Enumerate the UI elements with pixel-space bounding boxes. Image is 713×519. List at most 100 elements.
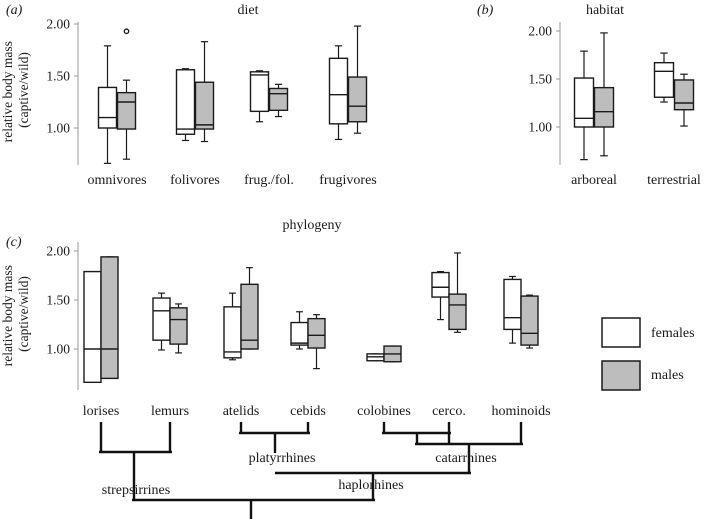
box-iqr	[223, 306, 242, 359]
box-iqr	[573, 77, 595, 128]
box-iqr	[673, 79, 695, 111]
habitat-ytick-label: 1.00	[528, 120, 552, 135]
female-box	[653, 52, 675, 103]
male-box	[100, 256, 119, 380]
habitat-category-label: terrestrial	[647, 173, 701, 188]
box-iqr	[328, 57, 349, 125]
phylogeny-ytick-label: 1.50	[46, 293, 70, 308]
diet-ylabel-line2: (captive/wild)	[16, 52, 31, 128]
box-iqr	[194, 81, 215, 130]
diet-boxes	[97, 25, 368, 164]
clade-label-platyrrhines: platyrrhines	[249, 451, 316, 466]
female-box	[503, 275, 522, 344]
male-box	[194, 41, 215, 143]
box-iqr	[116, 91, 137, 130]
habitat-category-label: arboreal	[571, 173, 617, 188]
tree-branch-catarrhines	[382, 422, 523, 473]
box-iqr	[307, 317, 326, 349]
phylogeny-category-label: lorises	[83, 404, 120, 419]
clade-label-strepsirrines: strepsirrines	[102, 483, 170, 498]
panel-diet: (a) diet relative body mass (captive/wil…	[0, 3, 377, 188]
box-iqr	[175, 69, 196, 135]
male-box	[116, 28, 137, 160]
phylogeny-ytick-label: 1.00	[46, 342, 70, 357]
diet-title: diet	[238, 3, 259, 18]
diet-y-ticks: 2.00 1.50 1.00	[46, 17, 78, 136]
phylogeny-category-label: atelids	[223, 404, 260, 419]
diet-ytick-label: 1.00	[46, 121, 70, 136]
male-box	[307, 314, 326, 370]
female-box	[290, 311, 309, 350]
female-box	[328, 45, 349, 141]
phylogeny-category-label: hominoids	[491, 404, 550, 419]
phylogeny-y-axis-label: relative body mass (captive/wild)	[0, 262, 31, 367]
box-iqr	[593, 86, 615, 128]
diet-ylabel-line1: relative body mass	[0, 41, 15, 142]
panel-phylogeny: (c) phylogeny relative body mass (captiv…	[0, 218, 551, 419]
box-iqr	[448, 293, 467, 331]
box-iqr	[290, 321, 309, 346]
phylogeny-ytick-label: 2.00	[46, 244, 70, 259]
phylogeny-ylabel-line2: (captive/wild)	[16, 276, 31, 352]
male-box	[448, 252, 467, 333]
phylogeny-boxes	[83, 252, 539, 384]
legend: females males	[601, 317, 695, 391]
legend-label-males: males	[651, 368, 684, 383]
panel-label-c: (c)	[6, 235, 22, 250]
box-iqr	[431, 271, 450, 298]
clade-label-haplorhines: haplorhines	[338, 478, 403, 493]
habitat-ytick-label: 2.00	[528, 24, 552, 39]
box-iqr	[520, 295, 539, 346]
legend-swatch-males	[601, 360, 641, 391]
panel-habitat: (b) habitat 2.00 1.50 1.00 arboreal terr…	[477, 3, 701, 188]
box-iqr	[152, 297, 171, 341]
female-box	[249, 70, 270, 123]
male-box	[268, 83, 289, 118]
box-iqr	[653, 61, 675, 98]
male-box	[169, 303, 188, 354]
box-iqr	[97, 86, 118, 129]
diet-ytick-label: 2.00	[46, 17, 70, 32]
diet-category-label: folivores	[170, 173, 220, 188]
phylogeny-category-label: cerco.	[432, 404, 466, 419]
box-iqr	[100, 256, 119, 380]
tree-branch-strepsirrines	[99, 422, 172, 454]
box-iqr	[83, 270, 102, 384]
box-iqr	[268, 87, 289, 112]
diet-ytick-label: 1.50	[46, 69, 70, 84]
phylogeny-ylabel-line1: relative body mass	[0, 265, 15, 366]
box-iqr	[169, 307, 188, 345]
box-iqr	[240, 283, 259, 350]
female-box	[366, 353, 385, 362]
diet-category-label: frug./fol.	[244, 173, 294, 188]
diet-category-label: omnivores	[87, 173, 146, 188]
male-box	[673, 73, 695, 127]
male-box	[240, 267, 259, 350]
diet-category-label: frugivores	[319, 173, 377, 188]
female-box	[97, 45, 118, 164]
female-box	[431, 270, 450, 321]
male-box	[347, 25, 368, 134]
box-iqr	[503, 278, 522, 331]
phylogeny-category-label: cebids	[290, 404, 326, 419]
phylogeny-title: phylogeny	[282, 218, 341, 233]
legend-swatch-females	[601, 317, 641, 348]
habitat-ytick-label: 1.50	[528, 72, 552, 87]
panel-label-a: (a)	[6, 3, 23, 18]
outlier-point	[123, 28, 130, 35]
female-box	[83, 270, 102, 384]
phylogeny-category-label: lemurs	[151, 404, 189, 419]
male-box	[593, 32, 615, 157]
phylogeny-category-label: colobines	[357, 404, 411, 419]
female-box	[573, 50, 595, 161]
male-box	[520, 294, 539, 349]
tree-branch-root	[132, 452, 375, 519]
phylogeny-tree: platyrrhines catarrhines strepsirrines h…	[99, 422, 523, 519]
panel-label-b: (b)	[477, 3, 494, 18]
female-box	[223, 292, 242, 361]
habitat-boxes	[573, 32, 695, 161]
clade-label-catarrhines: catarrhines	[435, 451, 496, 466]
tree-branch-platyrrhines	[239, 422, 310, 453]
habitat-title: habitat	[586, 3, 624, 18]
